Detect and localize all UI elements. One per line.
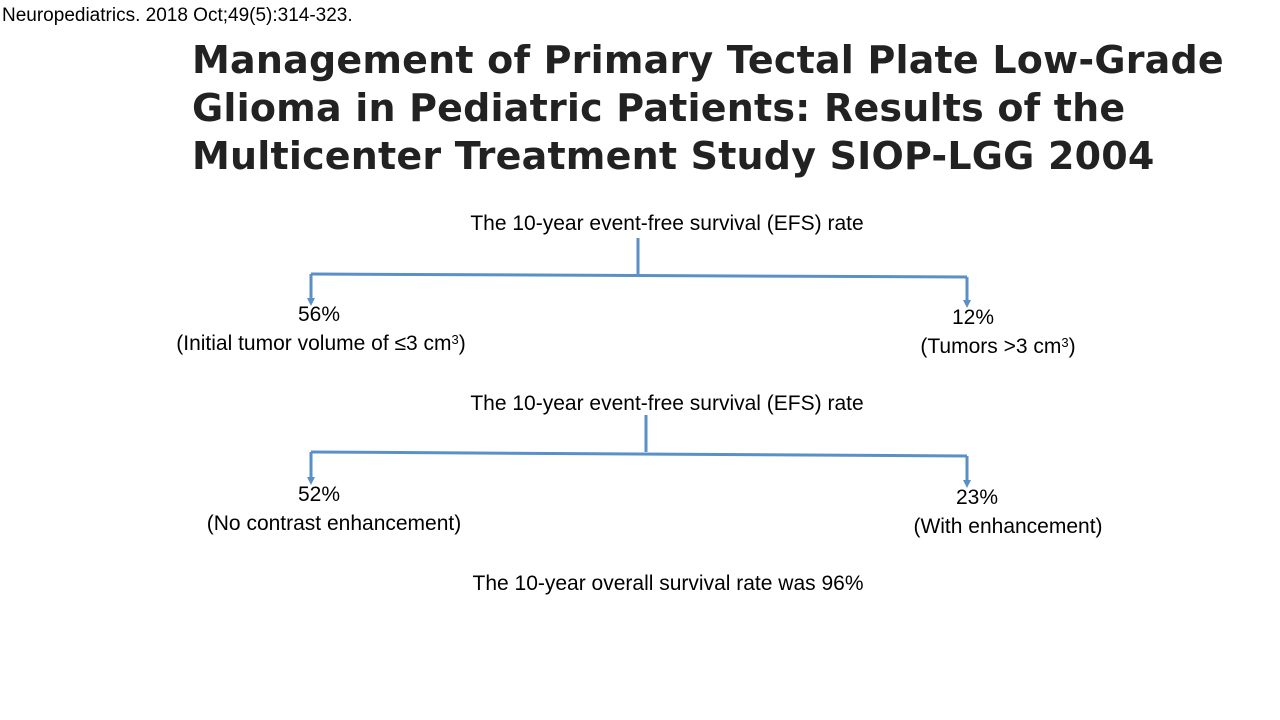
tree2-right-label: (With enhancement) — [913, 515, 1103, 538]
slide-title: Management of Primary Tectal Plate Low-G… — [192, 36, 1224, 180]
tree2-branch-bar — [310, 450, 968, 458]
tree1-right-label-sup: 3 — [1061, 335, 1069, 350]
tree1-left-value: 56% — [297, 303, 341, 326]
tree1-branch-bar — [310, 272, 968, 279]
tree1-left-label: (Initial tumor volume of ≤3 cm3) — [176, 331, 466, 357]
overall-survival-text: The 10-year overall survival rate was 96… — [472, 572, 864, 595]
title-line-1: Management of Primary Tectal Plate Low-G… — [192, 38, 1224, 82]
tree1-right-value: 12% — [951, 306, 995, 329]
tree2-right-value: 23% — [955, 486, 999, 509]
tree1-right-label: (Tumors >3 cm3) — [920, 334, 1075, 360]
title-line-2: Glioma in Pediatric Patients: Results of… — [192, 86, 1126, 130]
tree1-left-label-close: ) — [458, 332, 466, 355]
tree1-right-label-close: ) — [1068, 335, 1076, 358]
tree2-connector — [307, 415, 971, 488]
tree1-left-label-text: (Initial tumor volume of ≤3 cm — [176, 332, 452, 355]
tree2-left-label: (No contrast enhancement) — [206, 512, 462, 535]
tree1-left-label-sup: 3 — [451, 332, 459, 347]
tree1-connector — [307, 238, 971, 308]
tree2-root-label: The 10-year event-free survival (EFS) ra… — [470, 392, 864, 415]
tree1-root-label: The 10-year event-free survival (EFS) ra… — [470, 212, 864, 235]
citation: Neuropediatrics. 2018 Oct;49(5):314-323. — [2, 5, 353, 26]
title-line-3: Multicenter Treatment Study SIOP-LGG 200… — [192, 134, 1155, 178]
tree2-left-value: 52% — [297, 483, 341, 506]
tree1-right-label-text: (Tumors >3 cm — [920, 335, 1062, 358]
